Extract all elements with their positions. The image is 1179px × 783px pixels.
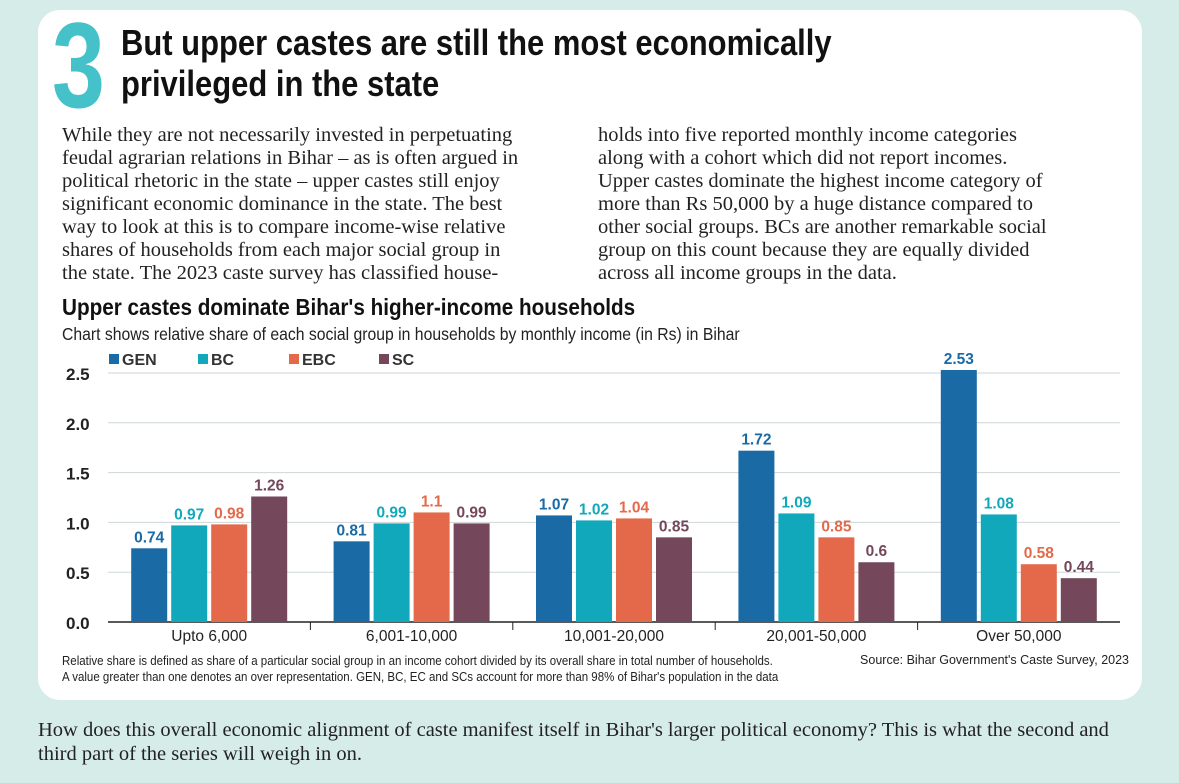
headline-line-1: But upper castes are still the most econ…	[121, 22, 832, 63]
data-label-ebc-3: 0.85	[821, 518, 852, 535]
legend-swatch-sc	[379, 354, 389, 364]
chart-subtitle: Chart shows relative share of each socia…	[62, 324, 740, 344]
chart-source: Source: Bihar Government's Caste Survey,…	[860, 653, 1129, 667]
bar-ebc-2	[616, 518, 652, 622]
bar-bc-4	[980, 514, 1017, 622]
legend-swatch-bc	[198, 354, 208, 364]
headline-line-2: privileged in the state	[121, 63, 440, 104]
bar-sc-0	[251, 496, 288, 622]
bar-bc-3	[778, 513, 815, 622]
data-label-sc-4: 0.44	[1064, 559, 1095, 576]
bar-ebc-4	[1020, 564, 1057, 622]
x-tick-label-0: Upto 6,000	[171, 628, 247, 645]
headline: But upper castes are still the most econ…	[121, 22, 832, 104]
data-label-bc-0: 0.97	[174, 506, 204, 523]
data-label-bc-4: 1.08	[984, 495, 1015, 512]
bar-ebc-0	[211, 524, 248, 622]
data-label-bc-1: 0.99	[377, 504, 408, 521]
legend-swatch-ebc	[289, 354, 299, 364]
data-label-sc-1: 0.99	[457, 504, 488, 521]
legend-swatch-gen	[109, 354, 119, 364]
data-label-ebc-2: 1.04	[619, 499, 650, 516]
x-tick-label-1: 6,001-10,000	[366, 628, 458, 645]
body-column-1: While they are not necessarily invested …	[62, 124, 519, 284]
data-label-bc-2: 1.02	[579, 501, 609, 518]
legend-ebc: EBC	[289, 352, 336, 370]
data-label-gen-0: 0.74	[134, 529, 165, 546]
data-label-ebc-1: 1.1	[421, 493, 443, 510]
bar-gen-2	[536, 515, 572, 622]
x-tick-label-3: 20,001-50,000	[766, 628, 866, 645]
body-column-2: holds into five reported monthly income …	[598, 124, 1047, 284]
bar-ebc-3	[818, 537, 855, 622]
bar-bc-2	[576, 520, 612, 622]
bar-ebc-1	[413, 512, 450, 622]
legend-label-gen: GEN	[122, 352, 157, 369]
data-label-gen-1: 0.81	[337, 522, 368, 539]
bar-gen-4	[940, 370, 977, 622]
data-label-sc-2: 0.85	[659, 518, 690, 535]
section-number: 3	[52, 0, 105, 133]
data-label-ebc-4: 0.58	[1024, 545, 1055, 562]
chart-title: Upper castes dominate Bihar's higher-inc…	[62, 294, 636, 320]
bar-gen-0	[131, 548, 168, 622]
data-label-sc-0: 1.26	[254, 478, 285, 495]
y-tick-label-0.0: 0.0	[66, 614, 90, 633]
data-label-gen-2: 1.07	[539, 496, 569, 513]
data-label-gen-3: 1.72	[741, 432, 771, 449]
y-tick-label-0.5: 0.5	[66, 564, 90, 583]
y-tick-label-1.0: 1.0	[66, 514, 90, 533]
y-tick-label-2.5: 2.5	[66, 365, 90, 384]
legend-bc: BC	[198, 352, 234, 370]
data-label-gen-4: 2.53	[944, 351, 975, 368]
y-tick-label-2.0: 2.0	[66, 415, 90, 434]
bar-sc-3	[858, 562, 895, 622]
data-label-sc-3: 0.6	[866, 543, 888, 560]
bar-sc-4	[1060, 578, 1097, 622]
x-tick-label-4: Over 50,000	[976, 628, 1062, 645]
x-tick-label-2: 10,001-20,000	[564, 628, 664, 645]
y-tick-label-1.5: 1.5	[66, 465, 90, 484]
bar-bc-0	[171, 525, 208, 622]
legend-label-bc: BC	[211, 352, 235, 369]
closing-paragraph: How does this overall economic alignment…	[38, 719, 1109, 765]
chart-footnote: Relative share is defined as share of a …	[62, 654, 779, 684]
legend-label-ebc: EBC	[302, 352, 336, 369]
bar-bc-1	[373, 523, 410, 622]
legend-sc: SC	[379, 352, 414, 370]
legend-label-sc: SC	[392, 352, 415, 369]
data-label-bc-3: 1.09	[781, 494, 812, 511]
bar-gen-1	[333, 541, 370, 622]
bar-sc-2	[656, 537, 692, 622]
legend-gen: GEN	[109, 352, 157, 370]
bar-gen-3	[738, 450, 775, 622]
data-label-ebc-0: 0.98	[214, 505, 245, 522]
bar-sc-1	[453, 523, 490, 622]
